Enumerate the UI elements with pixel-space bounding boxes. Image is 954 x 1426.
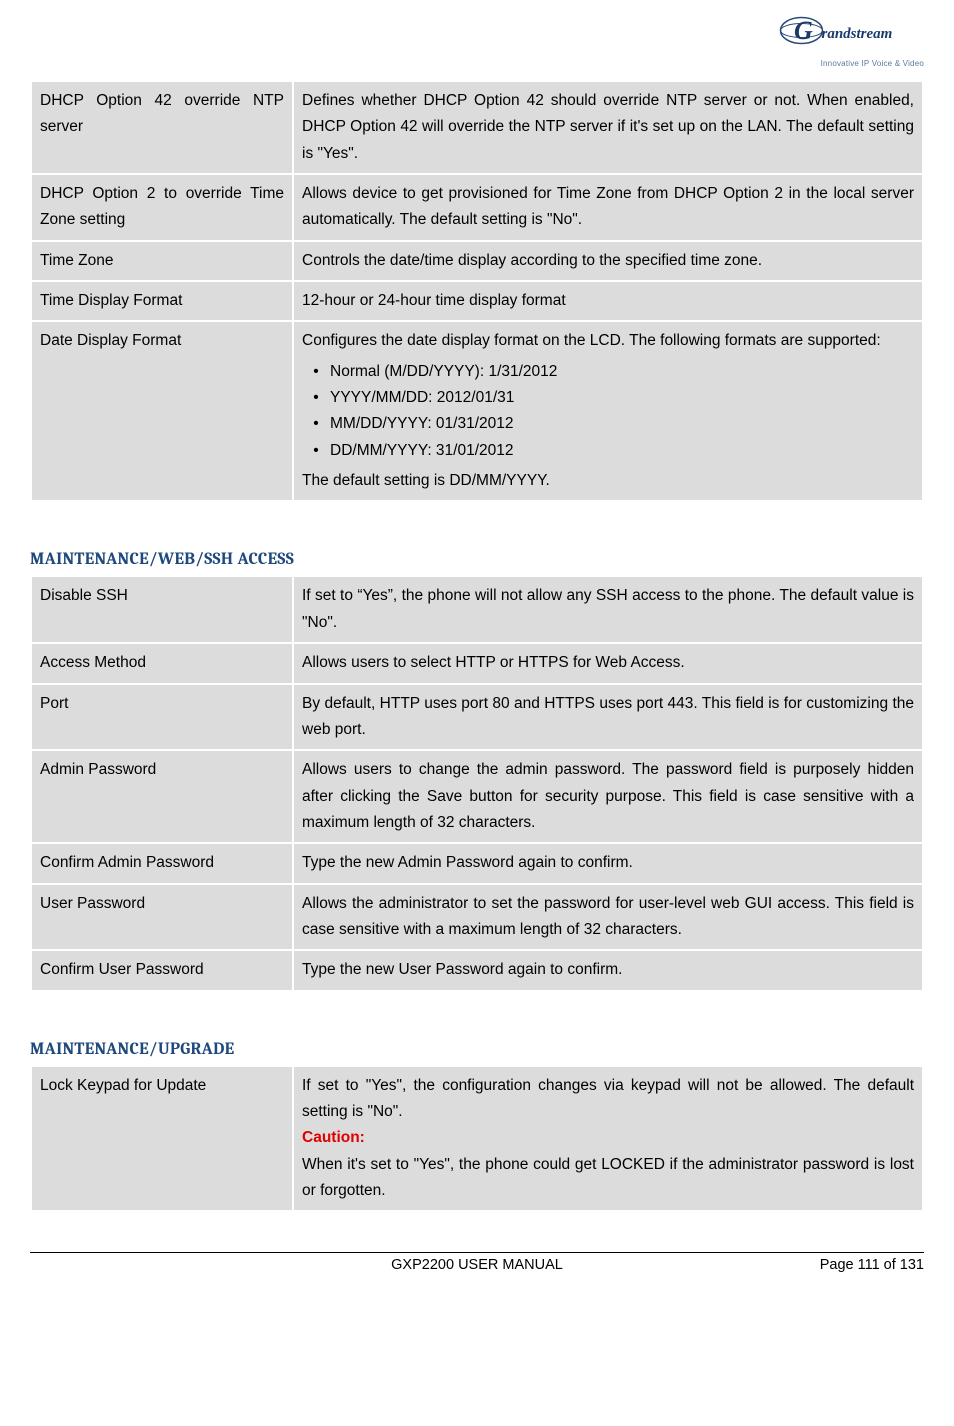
logo-area: G randstream Innovative IP Voice & Video (774, 8, 924, 68)
desc-line: If set to "Yes", the configuration chang… (302, 1073, 914, 1126)
setting-desc: Controls the date/time display according… (294, 242, 922, 280)
setting-label: Access Method (32, 644, 292, 682)
settings-table-3: Lock Keypad for Update If set to "Yes", … (30, 1065, 924, 1213)
desc-intro: Configures the date display format on th… (302, 328, 914, 354)
logo-tagline: Innovative IP Voice & Video (774, 59, 924, 68)
bullet-text: Normal (M/DD/YYYY): 1/31/2012 (330, 359, 557, 385)
desc-line: When it's set to "Yes", the phone could … (302, 1152, 914, 1205)
table-row: Admin Password Allows users to change th… (32, 751, 922, 842)
setting-label: User Password (32, 885, 292, 950)
setting-desc: Allows users to select HTTP or HTTPS for… (294, 644, 922, 682)
table-row: Lock Keypad for Update If set to "Yes", … (32, 1067, 922, 1211)
table-row: DHCP Option 42 override NTP server Defin… (32, 82, 922, 173)
setting-desc: Allows device to get provisioned for Tim… (294, 175, 922, 240)
bullet-text: MM/DD/YYYY: 01/31/2012 (330, 411, 514, 437)
setting-desc: Allows users to change the admin passwor… (294, 751, 922, 842)
page-container: G randstream Innovative IP Voice & Video… (0, 0, 954, 1426)
settings-table-2: Disable SSH If set to “Yes”, the phone w… (30, 575, 924, 991)
table-row: Date Display Format Configures the date … (32, 322, 922, 500)
table-row: Time Display Format 12-hour or 24-hour t… (32, 282, 922, 320)
settings-table-1: DHCP Option 42 override NTP server Defin… (30, 80, 924, 502)
grandstream-logo-icon: G randstream (774, 8, 924, 58)
table-row: Confirm Admin Password Type the new Admi… (32, 844, 922, 882)
setting-label: DHCP Option 42 override NTP server (32, 82, 292, 173)
svg-text:G: G (794, 16, 813, 45)
list-item: •MM/DD/YYYY: 01/31/2012 (302, 411, 914, 437)
setting-label: Time Zone (32, 242, 292, 280)
table-row: Port By default, HTTP uses port 80 and H… (32, 685, 922, 750)
bullet-icon: • (302, 411, 330, 437)
bullet-icon: • (302, 438, 330, 464)
table-row: Access Method Allows users to select HTT… (32, 644, 922, 682)
content-area: DHCP Option 42 override NTP server Defin… (30, 20, 924, 1277)
table-row: Confirm User Password Type the new User … (32, 951, 922, 989)
table-row: Disable SSH If set to “Yes”, the phone w… (32, 577, 922, 642)
setting-label: Port (32, 685, 292, 750)
table-row: User Password Allows the administrator t… (32, 885, 922, 950)
setting-label: Time Display Format (32, 282, 292, 320)
setting-label: Confirm Admin Password (32, 844, 292, 882)
footer-center: GXP2200 USER MANUAL (325, 1257, 629, 1273)
setting-desc: Defines whether DHCP Option 42 should ov… (294, 82, 922, 173)
setting-desc: Configures the date display format on th… (294, 322, 922, 500)
setting-desc: Type the new User Password again to conf… (294, 951, 922, 989)
setting-label: DHCP Option 2 to override Time Zone sett… (32, 175, 292, 240)
setting-label: Confirm User Password (32, 951, 292, 989)
list-item: •DD/MM/YYYY: 31/01/2012 (302, 438, 914, 464)
footer-left (30, 1257, 325, 1273)
setting-label: Date Display Format (32, 322, 292, 500)
logo-brand-text: randstream (822, 26, 893, 42)
bullet-text: YYYY/MM/DD: 2012/01/31 (330, 385, 514, 411)
setting-label: Lock Keypad for Update (32, 1067, 292, 1211)
setting-label: Admin Password (32, 751, 292, 842)
setting-desc: Allows the administrator to set the pass… (294, 885, 922, 950)
setting-desc: Type the new Admin Password again to con… (294, 844, 922, 882)
table-row: DHCP Option 2 to override Time Zone sett… (32, 175, 922, 240)
section-heading-web-ssh: MAINTENANCE/WEB/SSH ACCESS (30, 550, 924, 569)
desc-outro: The default setting is DD/MM/YYYY. (302, 468, 914, 494)
page-footer: GXP2200 USER MANUAL Page 111 of 131 (30, 1253, 924, 1277)
bullet-list: •Normal (M/DD/YYYY): 1/31/2012 •YYYY/MM/… (302, 359, 914, 464)
bullet-text: DD/MM/YYYY: 31/01/2012 (330, 438, 514, 464)
bullet-icon: • (302, 385, 330, 411)
setting-desc: If set to "Yes", the configuration chang… (294, 1067, 922, 1211)
caution-label: Caution: (302, 1125, 914, 1151)
list-item: •YYYY/MM/DD: 2012/01/31 (302, 385, 914, 411)
section-heading-upgrade: MAINTENANCE/UPGRADE (30, 1040, 924, 1059)
setting-label: Disable SSH (32, 577, 292, 642)
bullet-icon: • (302, 359, 330, 385)
table-row: Time Zone Controls the date/time display… (32, 242, 922, 280)
list-item: •Normal (M/DD/YYYY): 1/31/2012 (302, 359, 914, 385)
setting-desc: 12-hour or 24-hour time display format (294, 282, 922, 320)
setting-desc: By default, HTTP uses port 80 and HTTPS … (294, 685, 922, 750)
footer-right: Page 111 of 131 (629, 1257, 924, 1273)
setting-desc: If set to “Yes”, the phone will not allo… (294, 577, 922, 642)
